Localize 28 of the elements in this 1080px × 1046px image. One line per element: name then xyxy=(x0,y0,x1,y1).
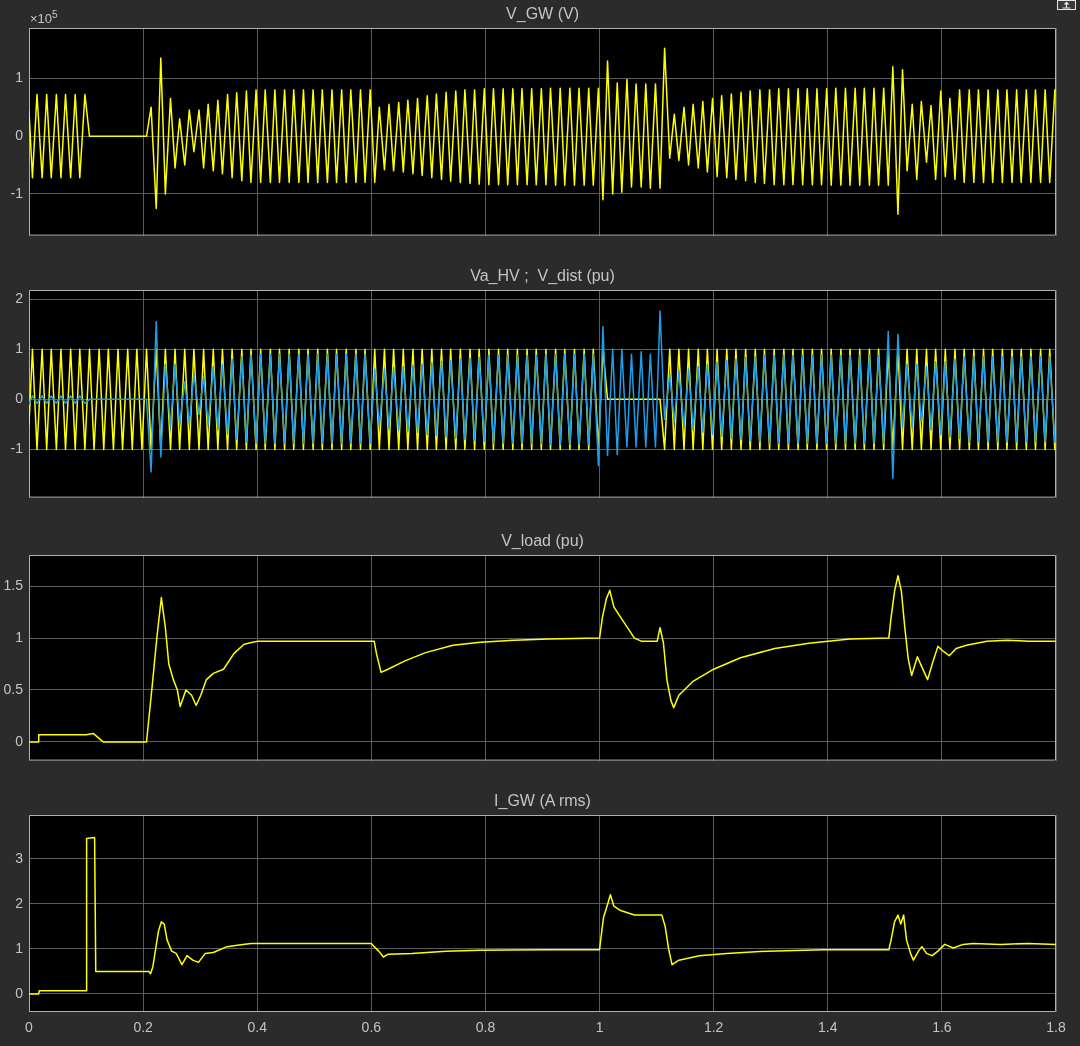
chart-title: V_GW (V) xyxy=(506,5,579,24)
y-tick-label: 1 xyxy=(15,628,24,645)
chart-title: V_load (pu) xyxy=(501,532,584,551)
y-tick-label: -1 xyxy=(10,440,24,457)
chart-title: Va_HV ; V_dist (pu) xyxy=(470,267,615,286)
y-tick-label: 1.5 xyxy=(3,577,24,594)
y-tick-label: 3 xyxy=(15,849,24,866)
x-tick-label: 0.2 xyxy=(133,1019,154,1036)
y-tick-label: -1 xyxy=(10,184,24,201)
y-tick-label: 0 xyxy=(15,127,24,143)
y-tick-label: 2 xyxy=(15,289,24,306)
y-tick-label: 0.5 xyxy=(3,680,24,697)
x-tick-label: 0.4 xyxy=(247,1019,268,1036)
x-tick-label: 1.6 xyxy=(932,1019,952,1036)
y-tick-label: 0 xyxy=(15,984,24,1001)
y-tick-label: 1 xyxy=(15,939,24,956)
y-tick-label: 0 xyxy=(15,732,24,749)
y-tick-label: 2 xyxy=(15,894,24,911)
y-tick-label: 1 xyxy=(15,340,24,357)
x-tick-label: 1.2 xyxy=(703,1019,724,1036)
x-tick-label: 0.8 xyxy=(475,1019,496,1036)
x-tick-label: 0.6 xyxy=(361,1019,382,1036)
y-tick-label: 0 xyxy=(15,390,24,407)
y-tick-label: 1 xyxy=(15,69,24,86)
x-tick-label: 1 xyxy=(595,1019,604,1036)
x-tick-label: 1.8 xyxy=(1046,1019,1066,1036)
x-tick-label: 1.4 xyxy=(818,1019,838,1036)
chart-title: I_GW (A rms) xyxy=(494,792,591,811)
